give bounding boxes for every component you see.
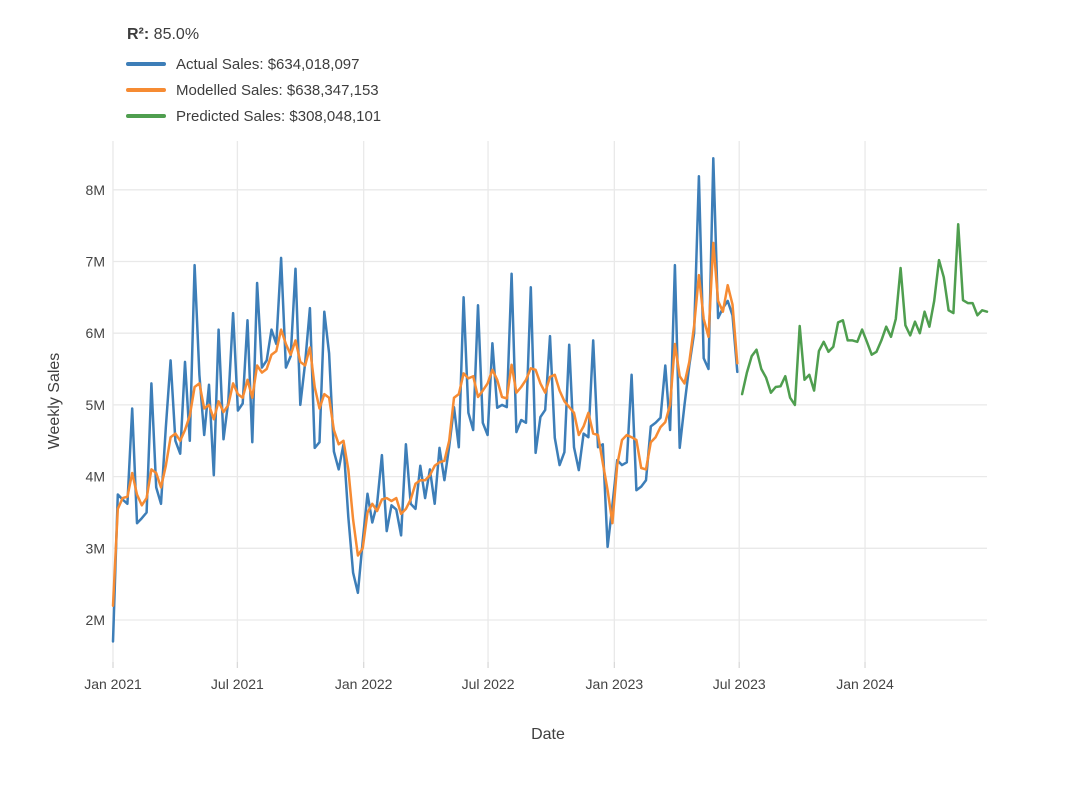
series-lines [111, 157, 989, 643]
legend-item-predicted[interactable]: Predicted Sales: $308,048,101 [126, 103, 381, 129]
gridlines [112, 141, 987, 668]
x-tick-label: Jul 2022 [462, 676, 515, 692]
r2-annotation: R²: 85.0% [127, 26, 381, 44]
x-tick-label: Jan 2023 [586, 676, 644, 692]
y-tick-label: 7M [86, 254, 105, 270]
x-tick-label: Jan 2021 [84, 676, 142, 692]
legend-line-swatch-actual [126, 62, 166, 66]
x-tick-label: Jul 2023 [713, 676, 766, 692]
x-axis-title: Date [531, 726, 565, 743]
y-axis-title: Weekly Sales [46, 352, 63, 450]
x-tick-label: Jan 2024 [836, 676, 894, 692]
series-line-predicted-sales[interactable] [740, 222, 989, 407]
legend-label-actual: Actual Sales: $634,018,097 [176, 55, 360, 73]
r2-label: R²: [127, 26, 150, 43]
series-line-actual-sales[interactable] [111, 157, 739, 643]
legend-label-modelled: Modelled Sales: $638,347,153 [176, 81, 379, 99]
legend-line-swatch-predicted [126, 114, 166, 118]
chart-legend: R²: 85.0% Actual Sales: $634,018,097 Mod… [126, 26, 381, 129]
y-tick-label: 6M [86, 325, 105, 341]
y-tick-label: 2M [86, 612, 105, 628]
legend-label-predicted: Predicted Sales: $308,048,101 [176, 107, 382, 125]
legend-item-actual[interactable]: Actual Sales: $634,018,097 [126, 51, 381, 77]
legend-line-swatch-modelled [126, 88, 166, 92]
y-tick-label: 8M [86, 182, 105, 198]
legend-item-modelled[interactable]: Modelled Sales: $638,347,153 [126, 77, 381, 103]
x-tick-label: Jan 2022 [335, 676, 393, 692]
y-tick-label: 4M [86, 469, 105, 485]
y-tick-label: 3M [86, 540, 105, 556]
r2-value: 85.0% [153, 26, 200, 43]
x-tick-label: Jul 2021 [211, 676, 264, 692]
y-tick-label: 5M [86, 397, 105, 413]
tick-labels: 2M 3M 4M 5M 6M 7M 8M Jan 2021 Jul 2021 Jan 2022 Ju… [84, 182, 894, 692]
series-line-modelled-sales[interactable] [111, 241, 739, 607]
